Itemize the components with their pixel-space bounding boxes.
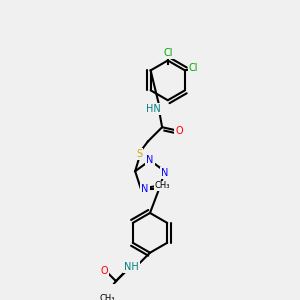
Text: Cl: Cl: [189, 63, 198, 73]
Text: N: N: [146, 155, 154, 165]
Text: HN: HN: [146, 104, 161, 114]
Text: S: S: [136, 149, 142, 159]
Text: Cl: Cl: [163, 48, 172, 59]
Text: CH₃: CH₃: [154, 181, 170, 190]
Text: O: O: [101, 266, 108, 276]
Text: N: N: [161, 168, 169, 178]
Text: CH₃: CH₃: [100, 294, 115, 300]
Text: N: N: [141, 184, 149, 194]
Text: O: O: [175, 127, 183, 136]
Text: NH: NH: [124, 262, 139, 272]
